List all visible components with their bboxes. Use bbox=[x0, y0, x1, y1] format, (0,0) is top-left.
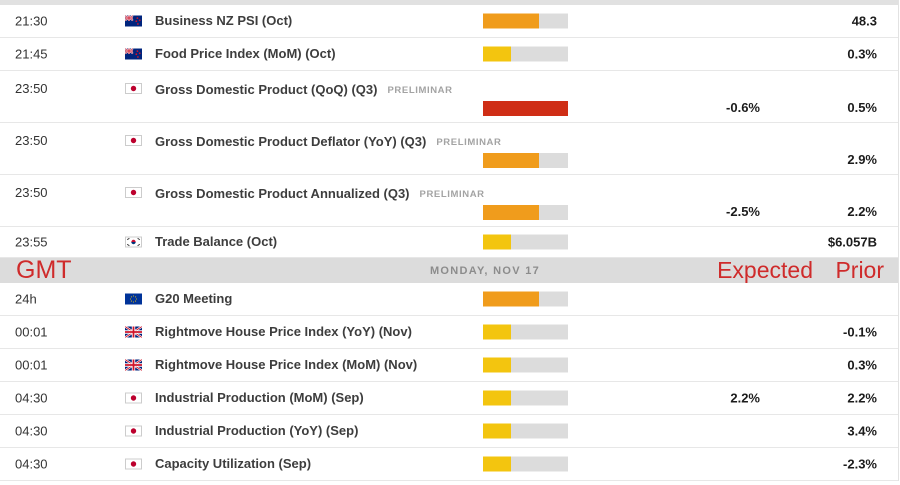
flag-japan-icon bbox=[125, 83, 142, 94]
flag-new-zealand-icon bbox=[125, 49, 142, 60]
flag-japan-icon bbox=[125, 135, 142, 146]
preliminary-tag: PRELIMINAR bbox=[387, 85, 453, 96]
prior-value: -0.1% bbox=[843, 324, 877, 340]
event-time: 04:30 bbox=[15, 423, 48, 439]
prior-value: 0.3% bbox=[847, 46, 877, 62]
event-time: 23:50 bbox=[15, 81, 48, 96]
impact-bar bbox=[483, 13, 568, 29]
event-name: Rightmove House Price Index (YoY) (Nov) bbox=[155, 324, 412, 339]
prior-value: 3.4% bbox=[847, 423, 877, 439]
event-name: G20 Meeting bbox=[155, 291, 233, 306]
impact-bar bbox=[483, 153, 568, 168]
impact-bar bbox=[483, 423, 568, 439]
flag-japan-icon bbox=[125, 393, 142, 404]
event-time: 23:50 bbox=[15, 133, 48, 148]
event-name: Capacity Utilization (Sep) bbox=[155, 456, 312, 471]
event-name: Industrial Production (YoY) (Sep) bbox=[155, 423, 359, 438]
expected-column-annotation: Expected bbox=[717, 257, 813, 283]
prior-value: -2.3% bbox=[843, 456, 877, 472]
event-time: 00:01 bbox=[15, 324, 48, 340]
date-divider: GMT MONDAY, NOV 17 Expected Prior bbox=[0, 258, 898, 283]
expected-value: 2.2% bbox=[730, 390, 760, 406]
event-row[interactable]: 23:50 Gross Domestic Product (QoQ) (Q3) P… bbox=[0, 71, 898, 123]
impact-bar bbox=[483, 205, 568, 220]
previous-divider-edge bbox=[0, 0, 898, 5]
impact-bar bbox=[483, 46, 568, 62]
event-time: 23:55 bbox=[15, 234, 48, 250]
flag-japan-icon bbox=[125, 459, 142, 470]
preliminary-tag: PRELIMINAR bbox=[419, 189, 485, 200]
event-row[interactable]: 00:01 Rightmove House Price Index (YoY) … bbox=[0, 316, 898, 349]
date-divider-label: MONDAY, NOV 17 bbox=[429, 264, 541, 277]
expected-value: -0.6% bbox=[726, 100, 760, 115]
event-row[interactable]: 23:55 Trade Balance (Oct) $6.057B bbox=[0, 227, 898, 258]
event-row[interactable]: 21:45 Food Price Index (MoM) (Oct) 0.3% bbox=[0, 38, 898, 71]
event-name: Gross Domestic Product (QoQ) (Q3) bbox=[155, 82, 378, 97]
event-name: Gross Domestic Product Deflator (YoY) (Q… bbox=[155, 134, 427, 149]
event-time: 23:50 bbox=[15, 185, 48, 200]
event-time: 21:30 bbox=[15, 13, 48, 29]
impact-bar bbox=[483, 101, 568, 116]
event-row[interactable]: 00:01 Rightmove House Price Index (MoM) … bbox=[0, 349, 898, 382]
impact-bar bbox=[483, 456, 568, 472]
flag-south-korea-icon bbox=[125, 237, 142, 248]
flag-japan-icon bbox=[125, 187, 142, 198]
prior-value: 48.3 bbox=[851, 13, 877, 29]
event-name: Rightmove House Price Index (MoM) (Nov) bbox=[155, 357, 418, 372]
impact-bar bbox=[483, 291, 568, 307]
event-name: Food Price Index (MoM) (Oct) bbox=[155, 46, 336, 61]
event-row[interactable]: 21:30 Business NZ PSI (Oct) 48.3 bbox=[0, 5, 898, 38]
prior-value: 2.2% bbox=[847, 390, 877, 406]
event-row[interactable]: 23:50 Gross Domestic Product Annualized … bbox=[0, 175, 898, 227]
flag-united-kingdom-icon bbox=[125, 327, 142, 338]
event-name: Industrial Production (MoM) (Sep) bbox=[155, 390, 364, 405]
prior-value: 2.2% bbox=[847, 204, 877, 219]
prior-value: 0.3% bbox=[847, 357, 877, 373]
prior-value: $6.057B bbox=[827, 234, 877, 250]
event-row[interactable]: 04:30 Capacity Utilization (Sep) -2.3% bbox=[0, 448, 898, 481]
flag-european-union-icon bbox=[125, 294, 142, 305]
event-time: 24h bbox=[15, 291, 37, 307]
event-time: 00:01 bbox=[15, 357, 48, 373]
prior-value: 0.5% bbox=[847, 100, 877, 115]
impact-bar bbox=[483, 324, 568, 340]
impact-bar bbox=[483, 390, 568, 406]
event-name: Gross Domestic Product Annualized (Q3) bbox=[155, 186, 410, 201]
event-row[interactable]: 24h G20 Meeting bbox=[0, 283, 898, 316]
flag-united-kingdom-icon bbox=[125, 360, 142, 371]
impact-bar bbox=[483, 357, 568, 373]
preliminary-tag: PRELIMINAR bbox=[436, 137, 502, 148]
event-name: Business NZ PSI (Oct) bbox=[155, 13, 293, 28]
event-time: 21:45 bbox=[15, 46, 48, 62]
flag-japan-icon bbox=[125, 426, 142, 437]
prior-value: 2.9% bbox=[847, 152, 877, 167]
expected-value: -2.5% bbox=[726, 204, 760, 219]
event-row[interactable]: 04:30 Industrial Production (YoY) (Sep) … bbox=[0, 415, 898, 448]
prior-column-annotation: Prior bbox=[835, 257, 884, 283]
event-name: Trade Balance (Oct) bbox=[155, 234, 278, 249]
flag-new-zealand-icon bbox=[125, 16, 142, 27]
event-row[interactable]: 04:30 Industrial Production (MoM) (Sep) … bbox=[0, 382, 898, 415]
gmt-annotation: GMT bbox=[16, 256, 72, 284]
event-time: 04:30 bbox=[15, 456, 48, 472]
event-row[interactable]: 23:50 Gross Domestic Product Deflator (Y… bbox=[0, 123, 898, 175]
impact-bar bbox=[483, 234, 568, 250]
event-time: 04:30 bbox=[15, 390, 48, 406]
